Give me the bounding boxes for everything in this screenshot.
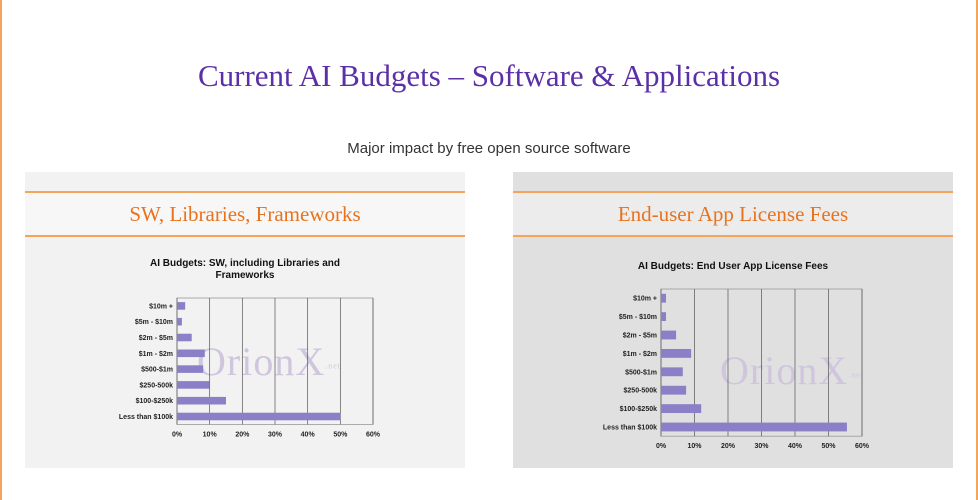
category-label: Less than $100k (119, 414, 173, 421)
panel-sw-libraries: SW, Libraries, Frameworks AI Budgets: SW… (25, 172, 465, 468)
category-label: $2m - $5m (139, 335, 173, 342)
bar (661, 385, 687, 395)
bar (177, 302, 186, 310)
panel-heading: SW, Libraries, Frameworks (25, 191, 465, 237)
x-tick-label: 30% (754, 443, 769, 450)
bar (661, 293, 667, 303)
bar (661, 348, 692, 358)
bar (177, 412, 341, 421)
x-tick-label: 0% (172, 431, 183, 438)
category-label: $100-$250k (620, 406, 657, 413)
x-tick-label: 10% (687, 443, 702, 450)
bar (661, 404, 702, 414)
x-tick-label: 20% (235, 431, 250, 438)
category-label: $10m + (149, 303, 173, 310)
chart-title: AI Budgets: End User App License Fees (637, 261, 829, 272)
bar (661, 330, 677, 340)
category-label: $250-500k (140, 382, 174, 389)
x-tick-label: 40% (788, 443, 803, 450)
category-label: $2m - $5m (623, 333, 657, 340)
x-tick-label: 60% (366, 431, 381, 438)
slide-right-border (976, 0, 978, 500)
bar (177, 365, 204, 373)
x-tick-label: 60% (855, 443, 870, 450)
slide-left-border (0, 0, 2, 500)
budget-chart-sw: 0% 10% 20% 30% 40% 50% 60% $10m + $5m - $10m $2m … (119, 297, 381, 438)
x-tick-label: 40% (301, 431, 316, 438)
budget-chart-enduser: 0% 10% 20% 30% 40% 50% 60% $10m + $5m - $10m $2m … (603, 288, 870, 450)
bar (177, 333, 192, 342)
category-label: $250-500k (624, 388, 658, 395)
bar (177, 317, 182, 326)
bar (661, 367, 683, 377)
slide-subtitle: Major impact by free open source softwar… (347, 140, 631, 157)
bar (177, 381, 210, 389)
category-label: $500-$1m (141, 367, 173, 374)
x-tick-label: 50% (333, 431, 348, 438)
bar (661, 422, 847, 432)
bar (177, 349, 205, 358)
x-tick-label: 20% (721, 443, 736, 450)
panel-heading: End-user App License Fees (513, 191, 953, 237)
panel-enduser-app: End-user App License Fees AI Budgets: En… (513, 172, 953, 468)
category-label: $500-$1m (625, 369, 657, 376)
category-label: $1m - $2m (139, 351, 173, 358)
category-label: $1m - $2m (623, 351, 657, 358)
bar (661, 312, 667, 322)
x-tick-label: 10% (203, 431, 218, 438)
category-label: $100-$250k (136, 398, 173, 405)
category-label: $10m + (633, 296, 657, 303)
slide-title: Current AI Budgets – Software & Applicat… (197, 58, 781, 93)
category-label: $5m - $10m (619, 314, 657, 321)
x-tick-label: 0% (656, 443, 667, 450)
x-tick-label: 30% (268, 431, 283, 438)
x-tick-label: 50% (821, 443, 836, 450)
category-label: Less than $100k (603, 425, 657, 432)
bar (177, 396, 226, 405)
category-label: $5m - $10m (135, 319, 173, 326)
chart-title: AI Budgets: SW, including Libraries and … (149, 258, 340, 281)
